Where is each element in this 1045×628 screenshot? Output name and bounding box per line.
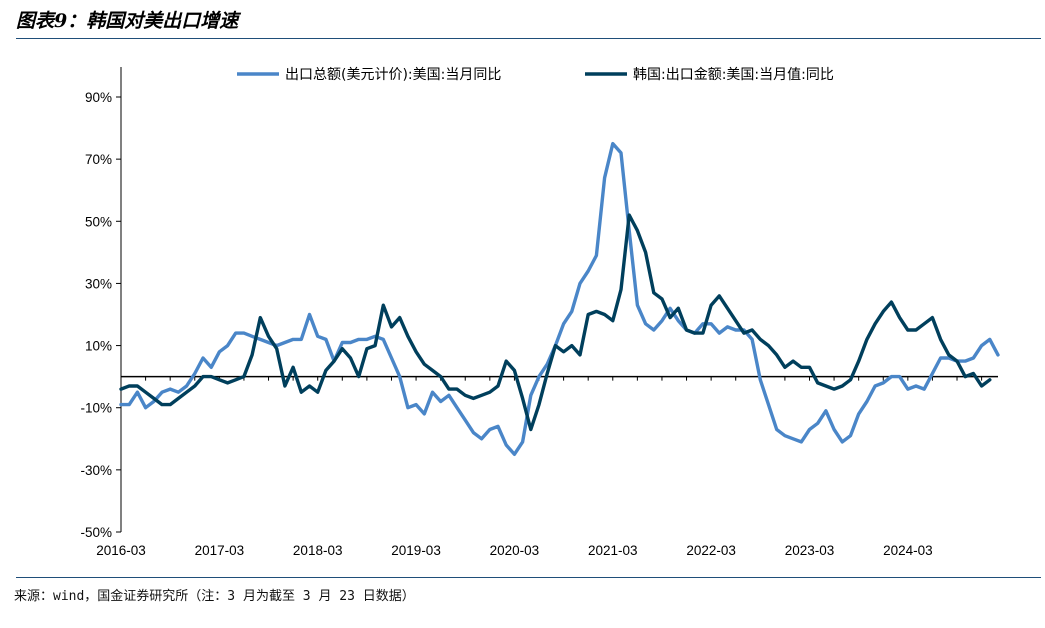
bottom-divider	[16, 577, 1041, 578]
y-tick-label: -30%	[80, 463, 112, 478]
y-tick-label: -50%	[80, 525, 112, 540]
x-tick-label: 2022-03	[686, 543, 736, 558]
series-line-1	[119, 141, 1000, 456]
legend-label-1: 出口总额(美元计价):美国:当月同比	[285, 67, 501, 83]
x-tick-label: 2019-03	[391, 543, 441, 558]
y-tick-label: 90%	[85, 90, 112, 105]
legend-label-2: 韩国:出口金额:美国:当月值:同比	[633, 67, 834, 83]
x-tick-label: 2016-03	[96, 543, 146, 558]
y-tick-label: 50%	[85, 214, 112, 229]
line-chart: 90% 70% 50% 30% 10% -10% -30% -50% 2016-03 2017-0…	[80, 67, 1000, 558]
x-tick-label: 2017-03	[195, 543, 245, 558]
x-tick-label: 2020-03	[490, 543, 540, 558]
x-tick-label: 2018-03	[293, 543, 343, 558]
top-divider	[16, 38, 1041, 39]
x-tick-label: 2024-03	[883, 543, 933, 558]
y-tick-label: 70%	[85, 152, 112, 167]
x-tick-label: 2023-03	[785, 543, 835, 558]
chart-title: 图表9：韩国对美出口增速	[16, 10, 239, 32]
y-tick-label: -10%	[80, 401, 112, 416]
source-note: 来源：wind，国金证券研究所（注：3 月为截至 3 月 23 日数据）	[14, 589, 415, 604]
x-tick-label: 2021-03	[588, 543, 638, 558]
series-line-2	[119, 213, 992, 432]
y-tick-label: 10%	[85, 339, 112, 354]
y-tick-label: 30%	[85, 276, 112, 291]
